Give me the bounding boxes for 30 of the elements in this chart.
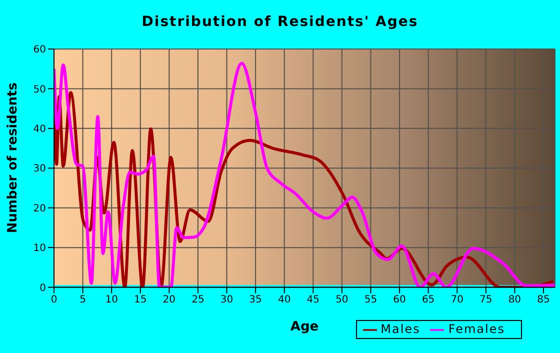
y-tick-label: 10 [33,243,46,254]
x-tick-label: 70 [450,294,464,306]
y-axis-title: Number of residents [6,82,21,234]
x-tick-label: 35 [249,294,262,306]
x-tick-label: 40 [278,294,291,306]
x-tick-label: 15 [134,294,147,306]
x-tick-label: 20 [162,294,176,306]
y-tick-label: 20 [33,203,46,214]
x-tick-label: 50 [336,294,348,306]
y-tick-label: 50 [33,84,46,96]
x-tick-label: 0 [50,294,58,306]
x-tick-label: 65 [422,294,435,306]
x-tick-label: 60 [393,294,406,306]
legend-label: Females [448,322,505,336]
y-tick-label: 0 [40,282,46,294]
x-tick-label: 75 [480,294,492,306]
y-tick-label: 40 [33,124,46,135]
chart-title: Distribution of Residents' Ages [140,14,420,30]
x-tick-label: 10 [105,294,118,306]
y-tick-label: 30 [33,164,46,175]
x-tick-label: 80 [508,294,522,306]
legend-label: Males [380,322,420,336]
x-tick-label: 85 [537,294,550,306]
x-tick-label: 45 [306,294,320,306]
x-tick-label: 55 [364,294,378,306]
x-axis-title: Age [290,319,319,334]
y-tick-label: 60 [33,44,46,56]
x-tick-label: 30 [220,294,234,306]
x-tick-label: 5 [80,294,86,306]
x-tick-label: 25 [192,294,204,306]
